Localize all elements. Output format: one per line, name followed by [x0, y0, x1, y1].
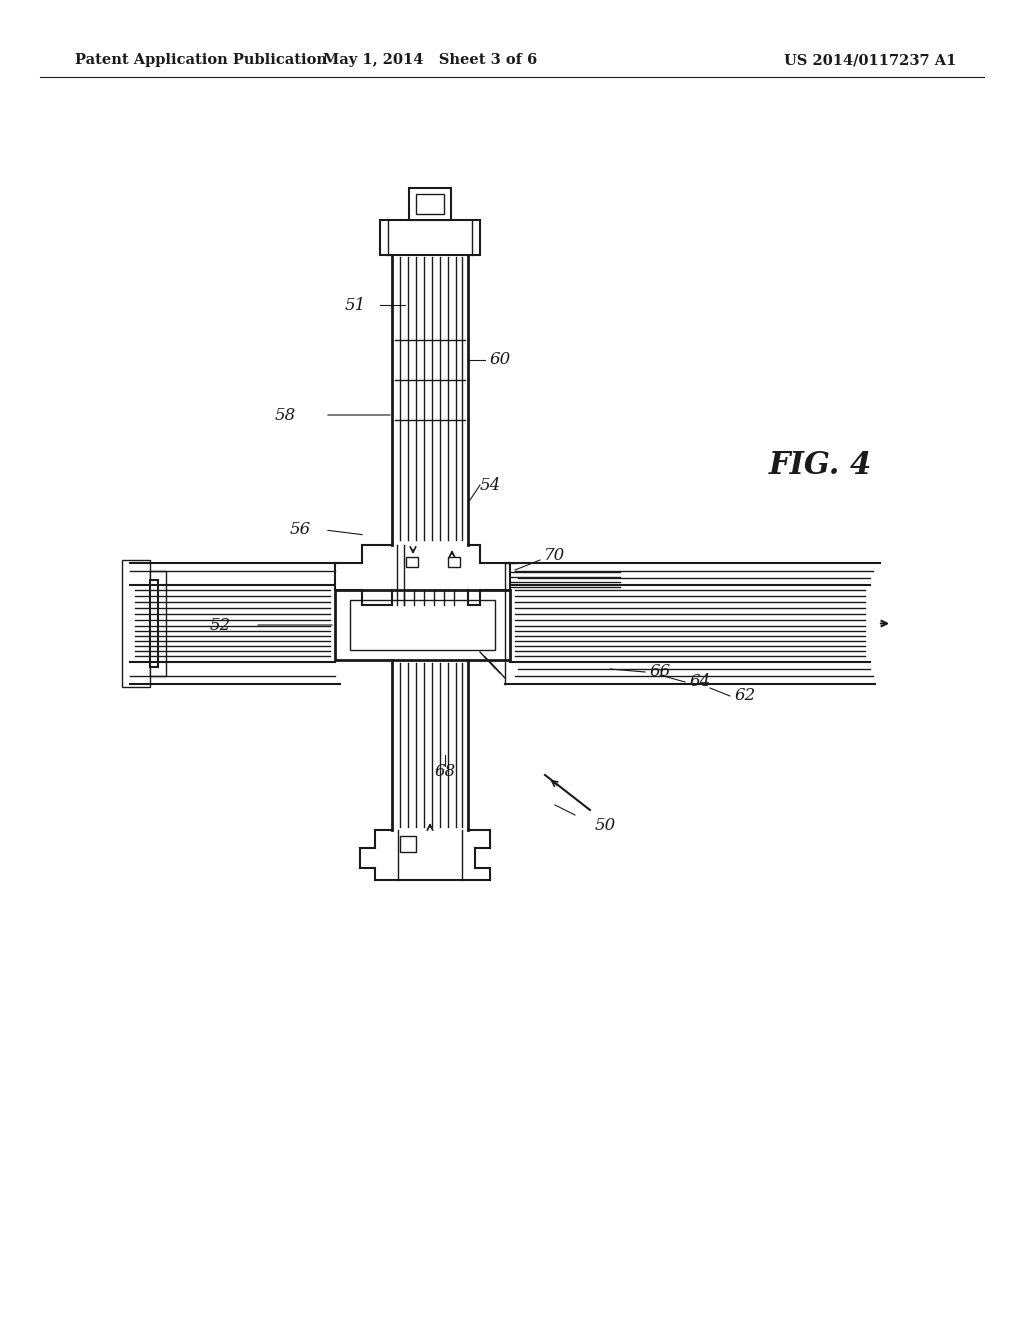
Text: Patent Application Publication: Patent Application Publication: [75, 53, 327, 67]
Bar: [400, 836, 416, 851]
Bar: [380, 220, 480, 255]
Text: 64: 64: [689, 673, 711, 690]
Bar: [406, 557, 418, 568]
Text: 56: 56: [290, 521, 310, 539]
Text: 58: 58: [274, 407, 296, 424]
Text: 70: 70: [545, 546, 565, 564]
Text: US 2014/0117237 A1: US 2014/0117237 A1: [783, 53, 956, 67]
Text: 50: 50: [594, 817, 615, 833]
Text: 68: 68: [434, 763, 456, 780]
Text: 62: 62: [734, 688, 756, 705]
Text: FIG. 4: FIG. 4: [768, 450, 871, 480]
Bar: [350, 601, 495, 649]
Bar: [122, 560, 150, 686]
Bar: [335, 590, 510, 660]
Text: May 1, 2014   Sheet 3 of 6: May 1, 2014 Sheet 3 of 6: [323, 53, 538, 67]
Bar: [416, 194, 444, 214]
Text: 66: 66: [649, 664, 671, 681]
Bar: [150, 579, 158, 667]
Text: 54: 54: [479, 477, 501, 494]
Text: 51: 51: [344, 297, 366, 314]
Text: 52: 52: [209, 616, 230, 634]
Text: 60: 60: [489, 351, 511, 368]
Bar: [150, 572, 166, 676]
Bar: [409, 187, 451, 220]
Bar: [449, 557, 460, 568]
